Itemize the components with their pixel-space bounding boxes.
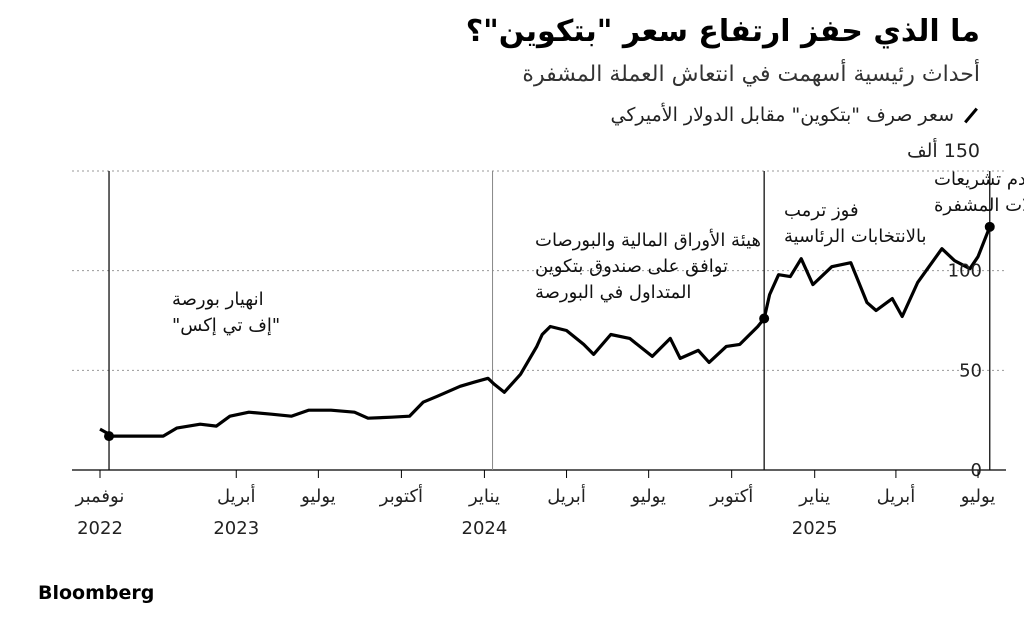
annotation-text: تقدم تشريعات [934, 169, 1024, 190]
event-dot [984, 221, 995, 232]
grid-lines [72, 170, 1006, 471]
y-axis-ticks: 100 50 0 [948, 261, 982, 481]
y-axis-top-label: 150 ألف [906, 140, 980, 162]
x-tick-label: أكتوبر [709, 484, 753, 507]
y-tick-label: 0 [971, 460, 982, 481]
x-tick-label: أكتوبر [379, 484, 423, 507]
x-tick-label: أبريل [217, 484, 256, 507]
annotation-text: انهيار بورصة [172, 289, 264, 310]
event-dot [759, 313, 770, 324]
x-tick-year-label: 2022 [77, 518, 123, 539]
x-tick-year-label: 2024 [462, 518, 508, 539]
x-tick-label: يناير [798, 486, 830, 507]
annotation-text: هيئة الأوراق المالية والبورصات [535, 229, 761, 251]
annotation-text: بالانتخابات الرئاسية [784, 226, 927, 247]
chart-title: ما الذي حفز ارتفاع سعر "بتكوين"؟ [465, 14, 980, 49]
chart-subtitle: أحداث رئيسية أسهمت في انتعاش العملة المش… [522, 62, 980, 87]
x-tick-label: يوليو [630, 486, 666, 507]
x-axis-ticks: نوفمبر 2022 أبريل 2023 يوليو أكتوبر يناير 2024 أ… [75, 470, 996, 539]
source-label: Bloomberg [38, 582, 155, 604]
x-tick-label: يوليو [300, 486, 336, 507]
x-tick-label: أبريل [547, 484, 586, 507]
x-tick-label: نوفمبر [75, 486, 125, 507]
y-tick-label: 50 [959, 360, 982, 381]
legend: سعر صرف "بتكوين" مقابل الدولار الأميركي [610, 104, 980, 126]
x-tick-label: يناير [468, 486, 500, 507]
annotation-text: فوز ترمب [784, 200, 859, 221]
price-series-line [99, 226, 992, 438]
x-tick-year-label: 2025 [792, 518, 838, 539]
x-tick-year-label: 2023 [213, 518, 259, 539]
annotation-text: "إف تي إكس" [172, 315, 280, 336]
event-annotations: انهيار بورصة "إف تي إكس" هيئة الأوراق الما… [172, 169, 1024, 336]
annotation-text: توافق على صندوق بتكوين [535, 256, 728, 277]
x-tick-label: أبريل [877, 484, 916, 507]
annotation-text: العملات المشفرة [934, 195, 1024, 216]
annotation-text: المتداول في البورصة [535, 282, 691, 303]
y-tick-label: 100 [948, 261, 982, 282]
event-dot [104, 431, 115, 442]
event-dots [104, 221, 995, 442]
x-tick-label: يوليو [960, 486, 996, 507]
legend-label: سعر صرف "بتكوين" مقابل الدولار الأميركي [610, 104, 954, 126]
